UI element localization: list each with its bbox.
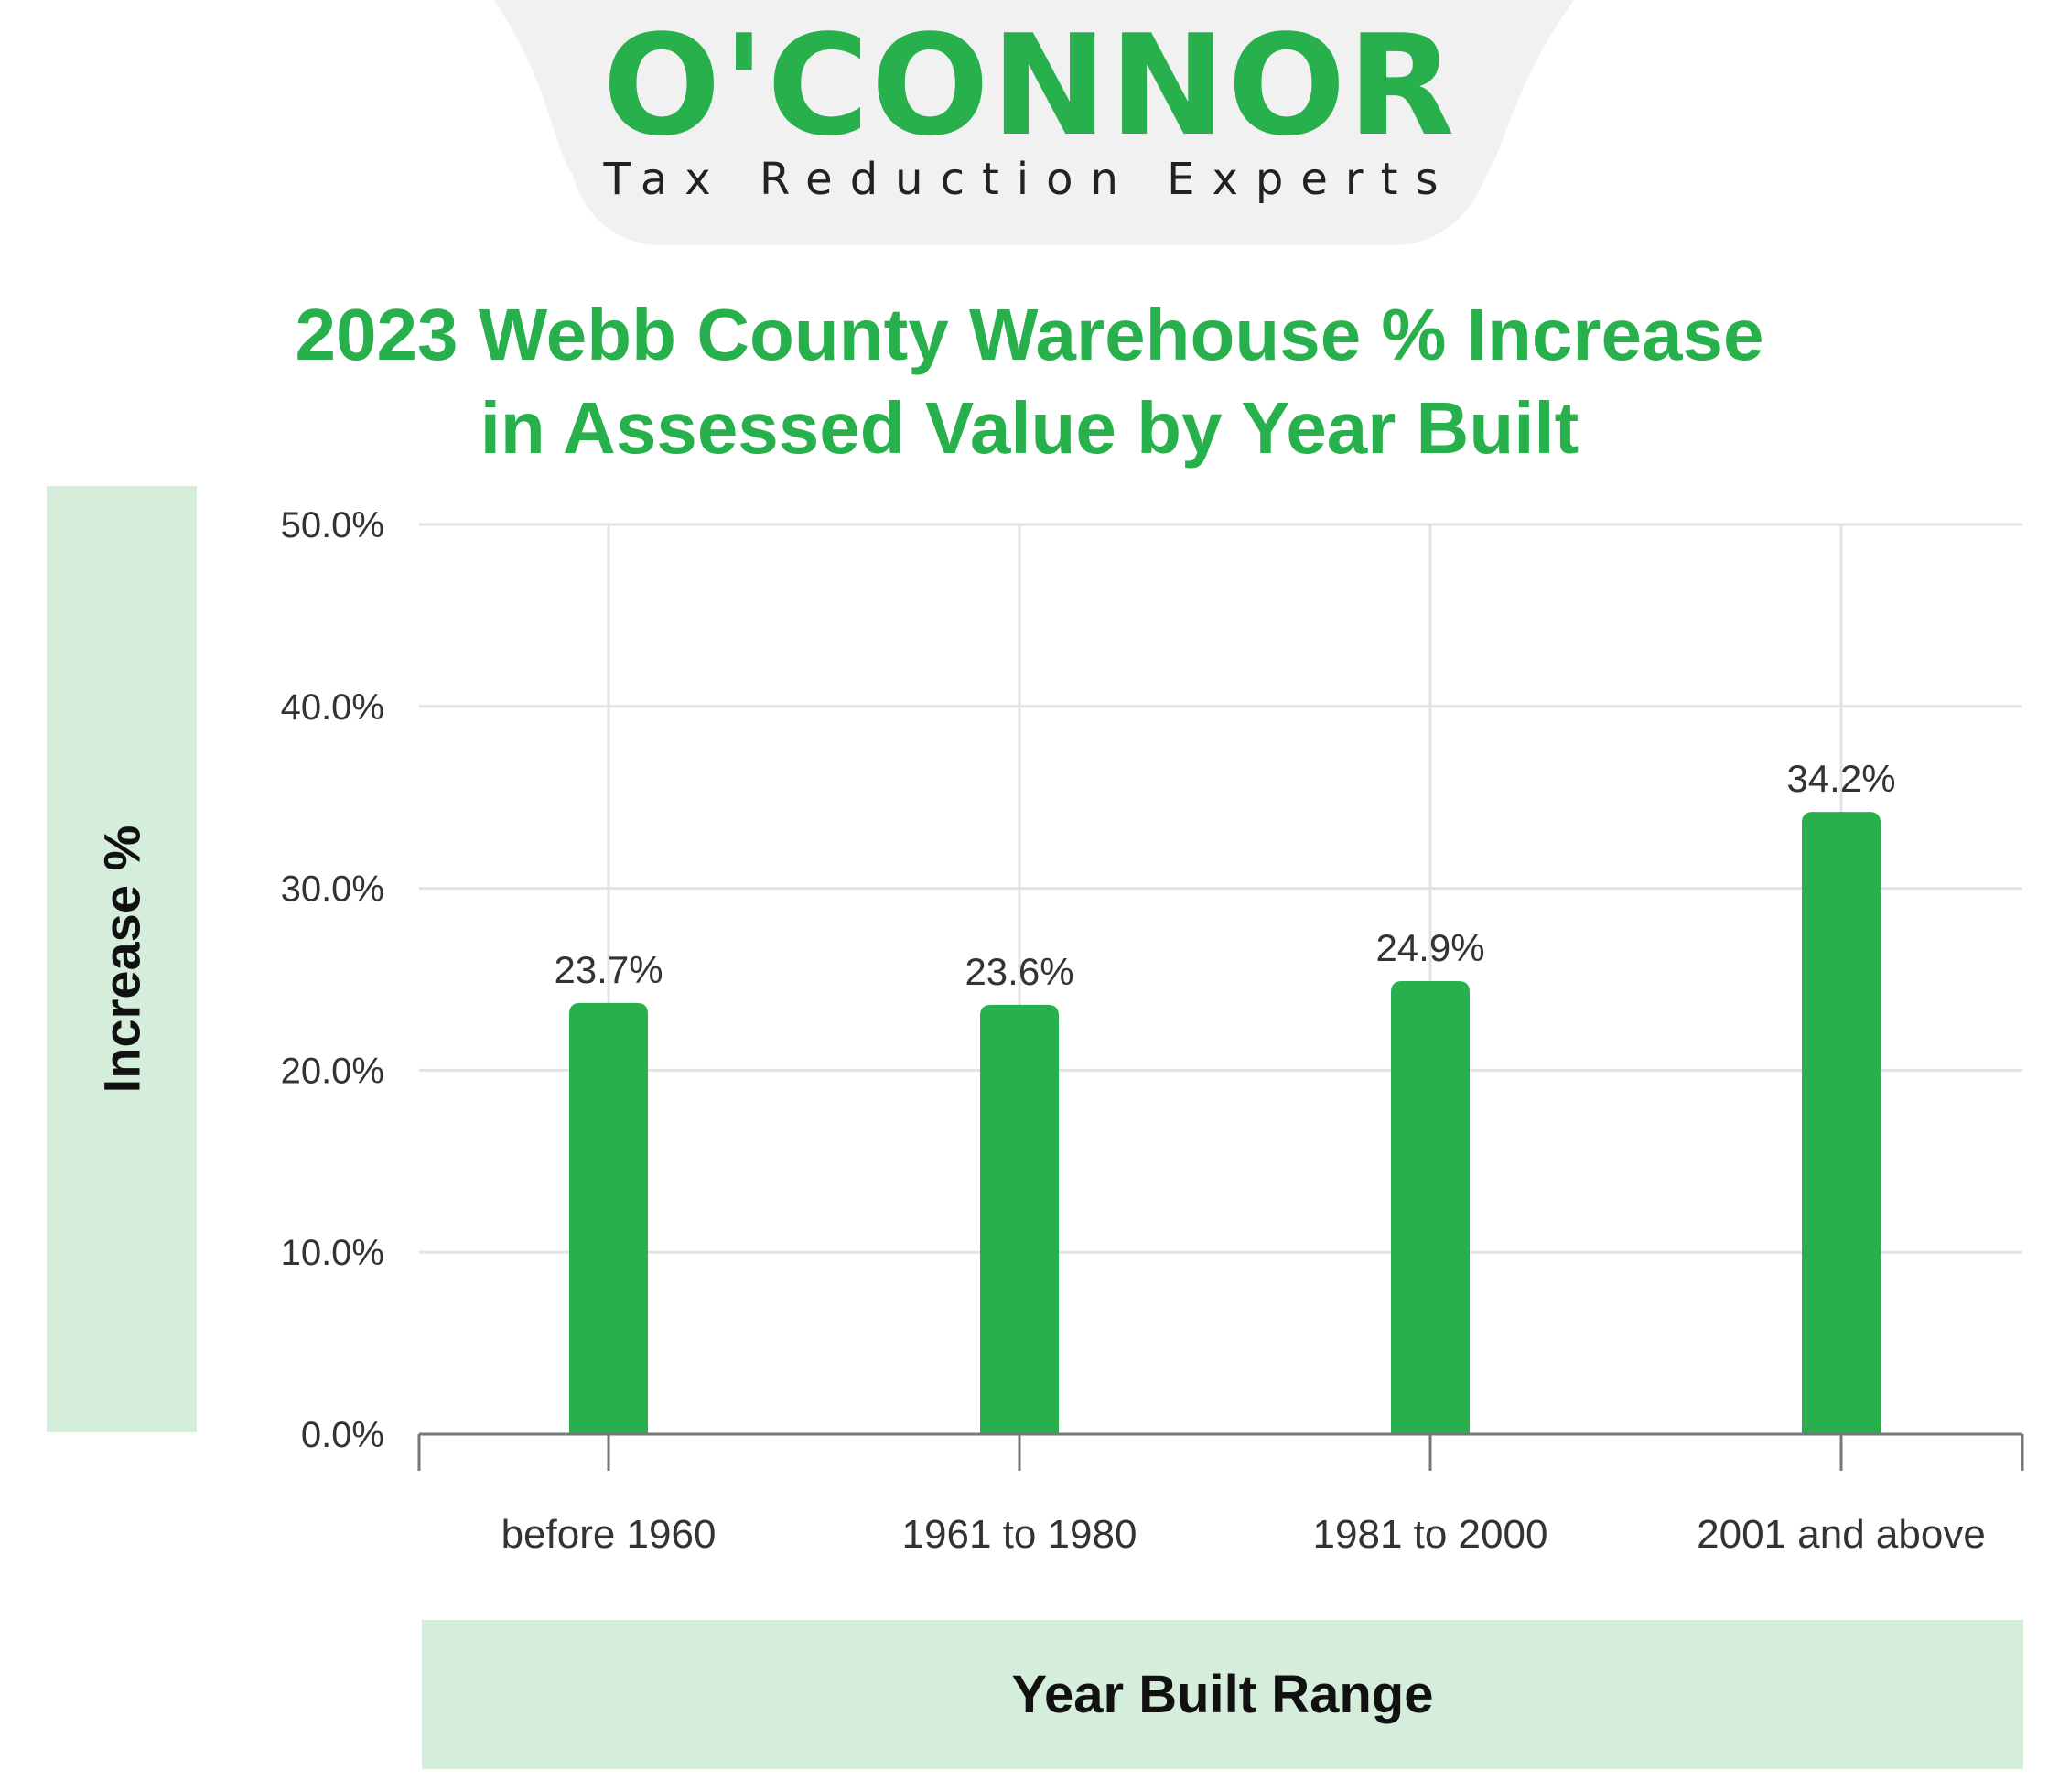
data-label: 34.2% [1786, 757, 1895, 800]
x-tick-label: 2001 and above [1697, 1512, 1986, 1557]
bar [569, 1002, 648, 1434]
chart-title-line-1: 2023 Webb County Warehouse % Increase [295, 294, 1764, 375]
x-tick-label: 1961 to 1980 [902, 1512, 1137, 1557]
data-label: 24.9% [1375, 926, 1484, 969]
data-label: 23.6% [965, 950, 1073, 993]
logo-background-tab [494, 0, 1574, 245]
x-axis-label: Year Built Range [1011, 1665, 1434, 1724]
bar [980, 1004, 1059, 1434]
bar [1391, 980, 1470, 1434]
x-axis-label-panel [422, 1620, 2023, 1769]
bar [1802, 812, 1881, 1434]
y-axis-label-panel [47, 486, 197, 1432]
y-tick-label: 0.0% [301, 1415, 384, 1455]
y-tick-label: 10.0% [281, 1233, 384, 1273]
chart-title: 2023 Webb County Warehouse % Increase in… [0, 288, 2059, 475]
data-label: 23.7% [554, 948, 663, 991]
y-tick-label: 40.0% [281, 687, 384, 728]
x-tick-label: before 1960 [501, 1512, 717, 1557]
chart-title-line-2: in Assessed Value by Year Built [480, 387, 1579, 469]
y-tick-label: 30.0% [281, 869, 384, 910]
x-tick-label: 1981 to 2000 [1313, 1512, 1548, 1557]
y-tick-label: 20.0% [281, 1051, 384, 1091]
y-tick-label: 50.0% [281, 505, 384, 545]
brand-tagline: Tax Reduction Experts [603, 154, 1456, 205]
brand-logo: O'CONNOR [602, 5, 1457, 167]
